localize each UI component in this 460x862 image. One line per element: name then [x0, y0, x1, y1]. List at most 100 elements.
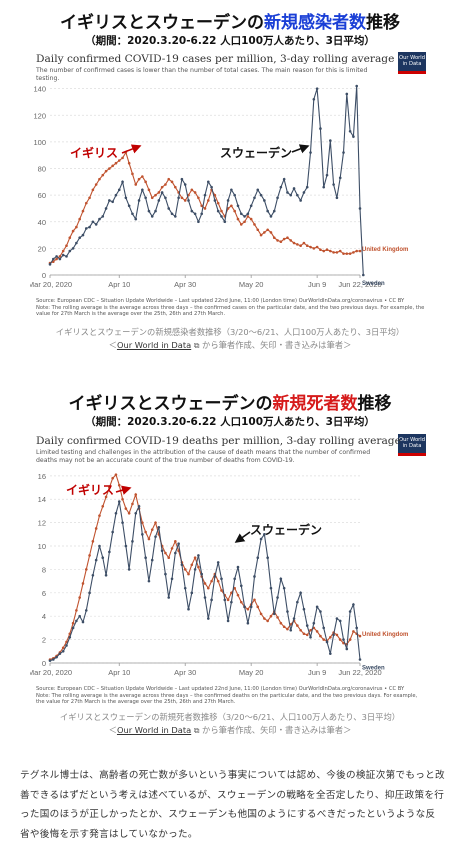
data-point-uk [58, 255, 62, 258]
data-point-uk [319, 248, 322, 252]
data-point-uk [302, 632, 306, 636]
data-point-uk [187, 572, 190, 576]
data-point-sweden [200, 572, 204, 576]
data-point-uk [55, 257, 58, 261]
data-point-uk [348, 252, 352, 256]
data-point-sweden [309, 635, 312, 639]
external-link-icon: ⧉ [191, 726, 203, 735]
data-point-uk [272, 236, 276, 240]
data-point-sweden [147, 579, 151, 583]
data-point-uk [104, 169, 108, 173]
data-point-uk [160, 185, 164, 189]
data-point-uk [127, 161, 131, 165]
data-point-uk [154, 193, 157, 197]
figure2-title-pre: イギリスとスウェーデンの [68, 394, 273, 414]
data-point-uk [309, 245, 312, 249]
data-point-sweden [312, 621, 316, 625]
data-point-uk [147, 188, 151, 192]
data-point-uk [325, 248, 329, 252]
data-point-sweden [177, 542, 180, 545]
data-point-sweden [127, 568, 131, 571]
data-point-uk [98, 177, 101, 181]
data-point-uk [299, 244, 302, 248]
data-point-sweden [101, 556, 105, 560]
data-point-uk [104, 495, 108, 499]
data-point-uk [358, 249, 362, 253]
data-point-uk [233, 209, 236, 213]
figure1-chart-box: Our World in Data Daily confirmed COVID-… [30, 50, 430, 310]
figure2-chart-note: Limited testing and challenges in the at… [36, 449, 371, 464]
data-point-uk [121, 156, 124, 160]
figure1-source-link[interactable]: Our World in Data [116, 340, 192, 350]
data-point-sweden [352, 603, 355, 606]
data-point-sweden [276, 596, 279, 599]
data-point-sweden [144, 196, 147, 200]
data-point-uk [117, 483, 121, 487]
data-point-sweden [299, 591, 302, 595]
x-tick-label: May 20 [239, 668, 264, 677]
y-tick-label: 4 [42, 612, 46, 621]
data-point-uk [111, 164, 114, 168]
figure2-source-link[interactable]: Our World in Data [116, 725, 192, 735]
data-point-sweden [167, 596, 171, 599]
data-point-sweden [88, 591, 91, 595]
data-point-uk [141, 521, 144, 524]
data-point-uk [226, 598, 230, 602]
data-point-uk [236, 593, 240, 597]
data-point-uk [230, 204, 233, 208]
data-point-uk [150, 196, 154, 200]
external-link-icon: ⧉ [191, 341, 203, 350]
data-point-sweden [84, 609, 88, 612]
data-point-sweden [55, 255, 58, 258]
data-point-sweden [94, 558, 98, 562]
annotation-arrow-uk [121, 144, 142, 154]
data-point-uk [286, 627, 289, 631]
y-tick-label: 6 [42, 589, 46, 598]
data-point-sweden [167, 207, 171, 210]
data-point-uk [269, 231, 273, 234]
data-point-sweden [183, 183, 187, 186]
figure1-subtitle: （期間：2020.3.20-6.22 人口100万人あたり、3日平均） [85, 35, 375, 47]
data-point-sweden [355, 84, 359, 88]
data-point-sweden [68, 635, 72, 639]
data-point-sweden [170, 212, 174, 216]
data-point-uk [114, 161, 118, 165]
data-point-sweden [160, 191, 164, 194]
data-point-sweden [55, 655, 58, 659]
data-point-uk [124, 507, 128, 510]
data-point-sweden [141, 188, 144, 192]
data-point-uk [276, 616, 279, 619]
annotation-sweden: スウェーデン [250, 522, 322, 537]
figure2-subtitle: （期間：2020.3.20-6.22 人口100万人あたり、3日平均） [85, 416, 375, 428]
data-point-uk [206, 586, 210, 590]
data-point-uk [203, 207, 207, 210]
data-point-sweden [338, 619, 342, 623]
data-point-uk [193, 556, 197, 560]
data-point-sweden [220, 215, 223, 218]
data-point-uk [81, 582, 85, 585]
data-point-uk [65, 244, 68, 248]
series-line-uk [49, 473, 361, 661]
data-point-uk [183, 199, 187, 202]
data-point-uk [279, 240, 283, 244]
data-point-uk [144, 180, 147, 184]
data-point-sweden [154, 209, 157, 213]
data-point-sweden [88, 225, 91, 229]
y-tick-label: 20 [38, 244, 46, 253]
data-point-sweden [236, 565, 240, 569]
data-point-sweden [329, 652, 332, 655]
data-point-uk [127, 511, 131, 515]
data-point-uk [101, 173, 105, 177]
data-point-uk [230, 591, 233, 595]
data-point-sweden [108, 199, 111, 202]
figure1-title-highlight: 新規感染者数 [264, 13, 366, 33]
data-point-uk [282, 625, 286, 629]
y-tick-label: 120 [33, 111, 46, 120]
data-point-sweden [210, 598, 213, 602]
data-point-uk [91, 188, 95, 192]
data-point-sweden [58, 652, 62, 655]
data-point-uk [266, 228, 269, 232]
data-point-uk [302, 241, 306, 245]
data-point-uk [203, 582, 207, 585]
data-point-uk [282, 237, 286, 241]
